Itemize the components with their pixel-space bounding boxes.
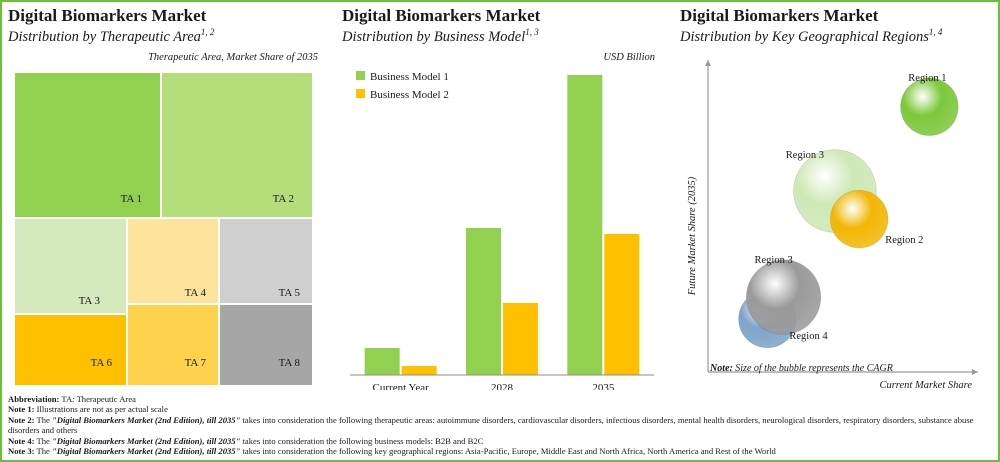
business-subtitle-text: Distribution by Business Model (342, 28, 526, 45)
note-report-name: "Digital Biomarkers Market (2nd Edition)… (52, 446, 241, 457)
bubble-note-text: Size of the bubble represents the CAGR (735, 363, 893, 374)
business-bar-chart: Business Model 1 Business Model 2 Current … (350, 71, 654, 390)
treemap-label: TA 5 (278, 287, 300, 299)
treemap-label: TA 7 (184, 357, 206, 369)
bubble-label: Region 3 (754, 255, 792, 266)
therapeutic-subtitle-sup: 1, 2 (200, 27, 215, 37)
therapeutic-caption: Therapeutic Area, Market Share of 2035 (148, 52, 318, 63)
treemap-cell-ta5: TA 5 (219, 218, 313, 304)
business-panel: Digital Biomarkers Market Distribution b… (342, 2, 662, 392)
y-axis-arrow-icon (705, 60, 711, 66)
therapeutic-panel: Digital Biomarkers Market Distribution b… (8, 2, 320, 392)
geography-subtitle-text: Distribution by Key Geographical Regions (680, 28, 929, 45)
note-label: Note 1: (8, 404, 35, 415)
treemap-cell-ta8: TA 8 (219, 304, 313, 386)
note-text: takes into consideration the following t… (8, 414, 974, 436)
bar (401, 366, 437, 375)
note-1: Note 1: Illustrations are not as per act… (8, 404, 993, 414)
note-4: Note 4: The "Digital Biomarkers Market (… (8, 436, 993, 446)
geography-bubble-chart: Future Market Share (2035) Current Market… (687, 60, 978, 390)
geography-panel: Digital Biomarkers Market Distribution b… (680, 2, 994, 392)
note-text: takes into consideration the following b… (240, 435, 484, 446)
note-pre: The (34, 446, 53, 457)
y-axis-label: Future Market Share (2035) (687, 176, 698, 296)
bubble-label: Region 1 (908, 73, 946, 84)
note-label: Note 3: (8, 446, 35, 457)
bubble (829, 189, 889, 249)
category-tick-label: Current Year (373, 382, 430, 390)
bar (503, 303, 538, 375)
therapeutic-subtitle-text: Distribution by Therapeutic Area (8, 28, 201, 45)
treemap-label: TA 8 (278, 357, 300, 369)
note-label: Note 4: (8, 435, 35, 446)
x-axis-arrow-icon (972, 369, 978, 375)
bar (604, 234, 640, 375)
treemap-label: TA 1 (120, 193, 142, 205)
business-subtitle: Distribution by Business Model1, 3 (342, 27, 539, 46)
business-unit-label: USD Billion (603, 52, 655, 63)
category-tick-label: 2028 (491, 382, 514, 390)
treemap-label: TA 2 (272, 193, 294, 205)
note-label: Note 2: (8, 414, 35, 425)
geography-title: Digital Biomarkers Market (680, 6, 879, 25)
note-2: Note 2: The "Digital Biomarkers Market (… (8, 415, 993, 436)
note-pre: The (34, 435, 53, 446)
bubble-label: Region 4 (789, 331, 828, 342)
bar (466, 228, 501, 375)
bubble (900, 77, 959, 136)
x-axis-label: Current Market Share (879, 380, 972, 390)
note-text: takes into consideration the following k… (240, 446, 776, 457)
note-abbreviation: Abbreviation: TA: Therapeutic Area (8, 394, 993, 404)
legend-swatch (356, 71, 365, 80)
note-text: TA: Therapeutic Area (59, 394, 136, 404)
therapeutic-title: Digital Biomarkers Market (8, 6, 207, 25)
treemap-label: TA 6 (90, 357, 112, 369)
bubble-note-label: Note: (710, 363, 733, 374)
bar (567, 75, 603, 375)
bubble-note: Note: Size of the bubble represents the … (710, 363, 893, 374)
bubble-label: Region 3 (786, 150, 824, 161)
geography-subtitle: Distribution by Key Geographical Regions… (680, 27, 942, 46)
geography-subtitle-sup: 1, 4 (928, 27, 943, 37)
note-report-name: "Digital Biomarkers Market (2nd Edition)… (52, 435, 241, 446)
treemap-cell-ta1: TA 1 (14, 72, 161, 218)
treemap-label: TA 3 (78, 295, 100, 307)
bar (364, 348, 400, 375)
treemap-cell-ta2: TA 2 (161, 72, 313, 218)
note-label: Abbreviation: (8, 394, 60, 404)
bubble-label: Region 2 (885, 235, 923, 246)
note-pre: The (34, 414, 53, 425)
treemap-cell-ta3: TA 3 (14, 218, 127, 314)
note-text: Illustrations are not as per actual scal… (34, 404, 168, 415)
treemap-cell-ta7: TA 7 (127, 304, 219, 386)
legend-label: Business Model 2 (370, 89, 449, 101)
business-subtitle-sup: 1, 3 (525, 27, 539, 37)
bubble (745, 259, 822, 335)
footnotes: Abbreviation: TA: Therapeutic Area Note … (8, 394, 993, 456)
treemap-label: TA 4 (184, 287, 206, 299)
legend-swatch (356, 89, 365, 98)
treemap-cell-ta6: TA 6 (14, 314, 127, 386)
treemap: TA 1 TA 2 TA 3 TA 4 TA 5 TA 6 TA 7 TA 8 (14, 72, 313, 386)
note-report-name: "Digital Biomarkers Market (2nd Edition)… (52, 414, 241, 425)
therapeutic-subtitle: Distribution by Therapeutic Area1, 2 (8, 27, 214, 46)
note-3: Note 3: The "Digital Biomarkers Market (… (8, 446, 993, 456)
category-tick-label: 2035 (592, 382, 615, 390)
business-title: Digital Biomarkers Market (342, 6, 541, 25)
treemap-cell-ta4: TA 4 (127, 218, 219, 304)
legend-label: Business Model 1 (370, 71, 449, 83)
